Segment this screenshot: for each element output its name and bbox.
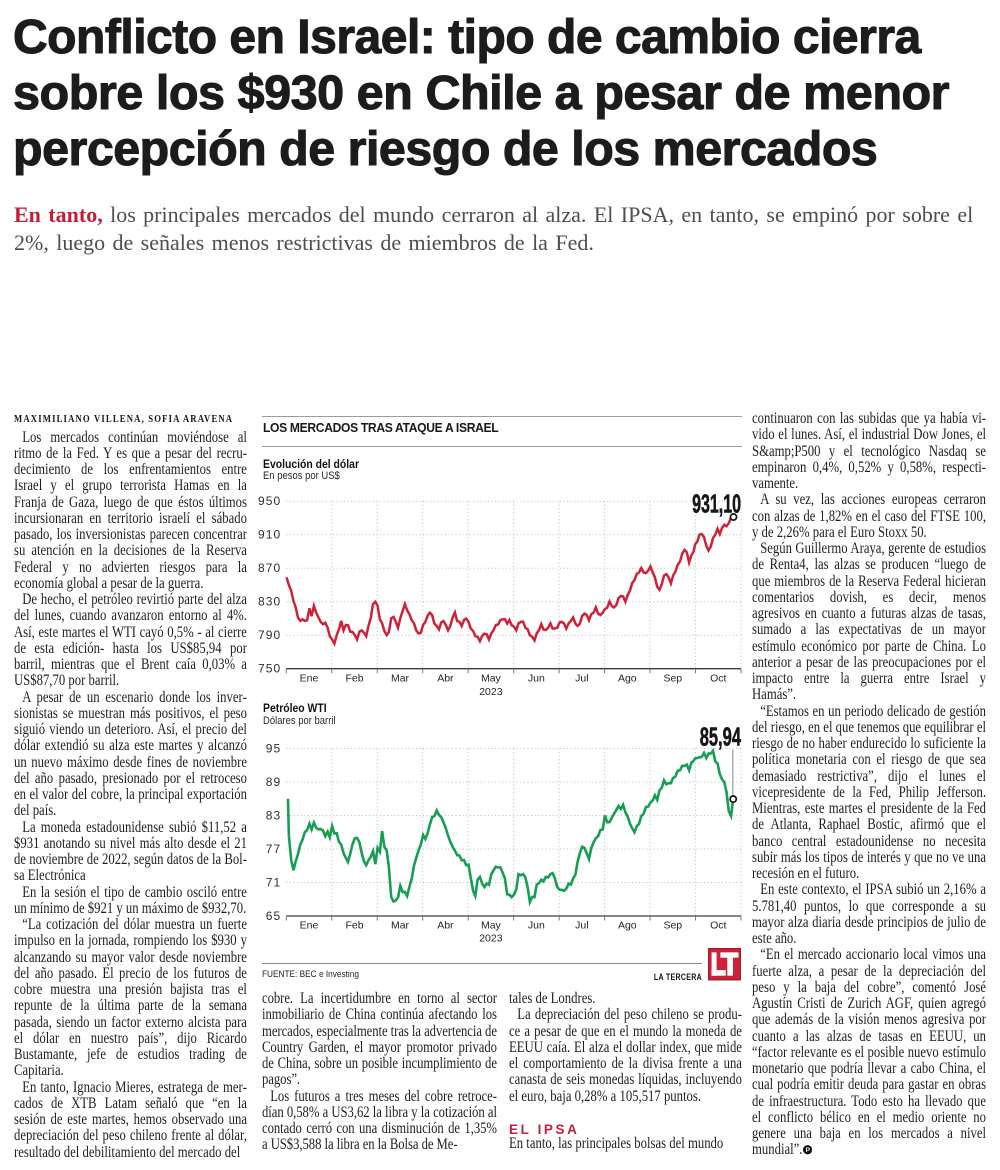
svg-text:Ago: Ago — [618, 673, 637, 685]
svg-text:May: May — [481, 920, 502, 932]
svg-text:May: May — [481, 673, 502, 685]
svg-text:2023: 2023 — [479, 686, 503, 698]
svg-text:95: 95 — [266, 742, 282, 756]
svg-text:Jun: Jun — [528, 920, 545, 932]
svg-text:870: 870 — [258, 561, 281, 575]
svg-text:83: 83 — [266, 809, 282, 823]
svg-text:65: 65 — [266, 909, 282, 923]
svg-text:Ene: Ene — [300, 920, 319, 932]
svg-text:Jun: Jun — [528, 673, 545, 685]
svg-text:P: P — [805, 1147, 810, 1154]
svg-text:89: 89 — [266, 775, 282, 789]
svg-text:85,94: 85,94 — [700, 726, 741, 751]
svg-text:750: 750 — [258, 662, 281, 676]
svg-text:Feb: Feb — [345, 920, 363, 932]
svg-text:Feb: Feb — [345, 673, 363, 685]
svg-text:77: 77 — [266, 842, 282, 856]
svg-text:Ene: Ene — [300, 673, 319, 685]
svg-text:Mar: Mar — [391, 673, 410, 685]
svg-text:Abr: Abr — [437, 673, 454, 685]
svg-text:830: 830 — [258, 595, 281, 609]
svg-text:910: 910 — [258, 528, 281, 542]
svg-text:Abr: Abr — [437, 920, 454, 932]
svg-text:950: 950 — [258, 494, 281, 508]
svg-text:Oct: Oct — [710, 673, 726, 685]
svg-text:Oct: Oct — [710, 920, 726, 932]
svg-text:Sep: Sep — [663, 673, 682, 685]
svg-text:Mar: Mar — [391, 920, 410, 932]
svg-text:790: 790 — [258, 628, 281, 642]
svg-text:Sep: Sep — [663, 920, 682, 932]
svg-text:2023: 2023 — [479, 933, 503, 945]
svg-text:71: 71 — [266, 876, 282, 890]
svg-text:Jul: Jul — [575, 673, 588, 685]
svg-text:Jul: Jul — [575, 920, 588, 932]
svg-text:Ago: Ago — [618, 920, 637, 932]
